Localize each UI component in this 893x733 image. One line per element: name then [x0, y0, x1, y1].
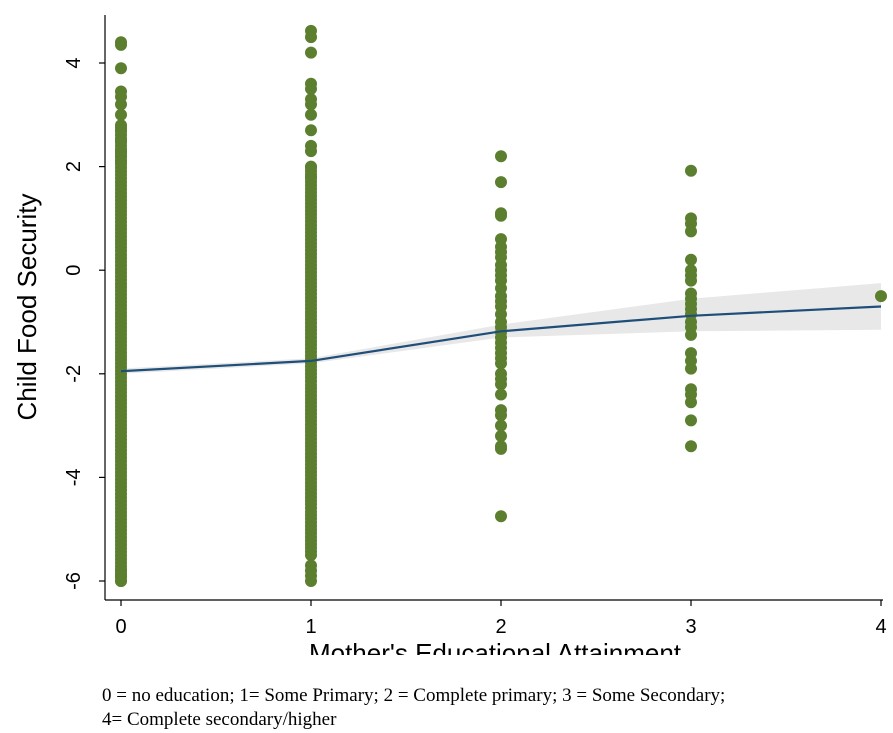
data-point: [495, 209, 507, 222]
data-point: [495, 378, 507, 391]
y-axis-ticks: -6 -4 -2 0 2 4: [63, 57, 105, 590]
y-tick-label: 0: [63, 265, 85, 276]
y-tick-label: -6: [63, 572, 85, 590]
data-point: [305, 31, 317, 44]
y-axis-title: Child Food Security: [12, 194, 42, 421]
data-point: [685, 440, 697, 453]
data-point: [685, 164, 697, 177]
data-point: [495, 176, 507, 189]
data-point: [115, 124, 127, 137]
data-point: [495, 388, 507, 401]
data-point: [115, 134, 127, 147]
data-point: [305, 108, 317, 121]
data-point: [115, 98, 127, 111]
data-point: [305, 171, 317, 183]
data-point: [305, 82, 317, 95]
y-tick-label: -2: [63, 365, 85, 383]
x-tick-label: 2: [495, 616, 506, 638]
scatter-chart: -6 -4 -2 0 2 4 0 1 2 3 4 Mother's Educational Att…: [12, 15, 887, 655]
data-point: [495, 409, 507, 422]
data-point: [305, 98, 317, 111]
data-point: [305, 46, 317, 59]
x-tick-label: 4: [875, 616, 886, 638]
data-point: [495, 430, 507, 442]
x-axis-title: Mother's Educational Attainment: [309, 638, 682, 655]
x-axis-ticks: 0 1 2 3 4: [115, 600, 887, 638]
data-point: [115, 108, 127, 121]
data-point: [685, 362, 697, 375]
data-point: [685, 396, 697, 409]
data-point: [115, 38, 127, 51]
x-tick-label: 1: [305, 616, 316, 638]
fit-line: [120, 305, 882, 373]
data-point: [495, 150, 507, 163]
data-point: [685, 328, 697, 341]
points-layer: [115, 24, 887, 587]
caption-line-2: 4= Complete secondary/higher: [102, 709, 337, 730]
data-point: [685, 274, 697, 287]
y-tick-label: 4: [63, 57, 85, 68]
data-point: [495, 442, 507, 455]
data-point: [115, 575, 127, 587]
caption-line-1: 0 = no education; 1= Some Primary; 2 = C…: [102, 685, 726, 706]
data-point: [305, 145, 317, 158]
data-point: [305, 160, 317, 173]
data-point: [495, 357, 507, 370]
data-point: [115, 155, 127, 168]
data-point: [495, 419, 507, 432]
data-point: [115, 62, 127, 75]
data-point: [685, 225, 697, 238]
data-point: [685, 253, 697, 266]
x-tick-label: 3: [685, 616, 696, 638]
data-point: [875, 290, 887, 303]
data-point: [685, 414, 697, 427]
y-tick-label: 2: [63, 161, 85, 172]
fit-line-layer: [120, 305, 882, 373]
data-point: [305, 124, 317, 137]
y-tick-label: -4: [63, 469, 85, 487]
data-point: [305, 575, 317, 587]
x-tick-label: 0: [115, 616, 126, 638]
data-point: [495, 510, 507, 523]
